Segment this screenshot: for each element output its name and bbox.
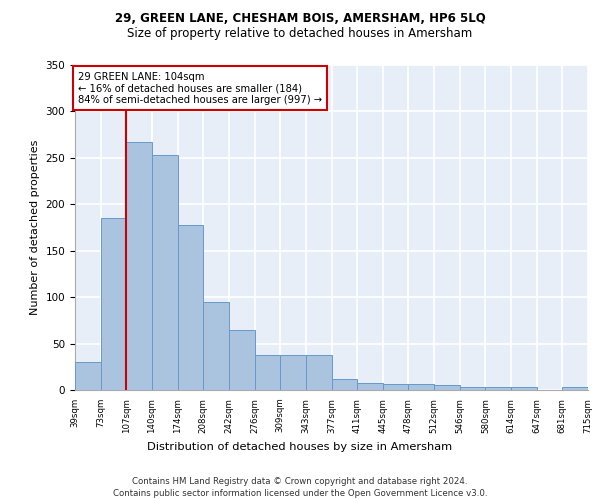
Bar — [331, 379, 357, 390]
Bar — [127, 142, 152, 390]
Bar — [178, 224, 203, 390]
Bar — [75, 362, 101, 390]
Text: Distribution of detached houses by size in Amersham: Distribution of detached houses by size … — [148, 442, 452, 452]
Text: 29, GREEN LANE, CHESHAM BOIS, AMERSHAM, HP6 5LQ: 29, GREEN LANE, CHESHAM BOIS, AMERSHAM, … — [115, 12, 485, 26]
Bar — [101, 218, 127, 390]
Bar — [280, 354, 306, 390]
Bar — [306, 354, 331, 390]
Bar — [254, 354, 280, 390]
Bar — [434, 386, 460, 390]
Bar — [152, 155, 178, 390]
Text: Size of property relative to detached houses in Amersham: Size of property relative to detached ho… — [127, 28, 473, 40]
Bar — [511, 387, 537, 390]
Bar — [203, 302, 229, 390]
Y-axis label: Number of detached properties: Number of detached properties — [30, 140, 40, 315]
Bar — [383, 384, 409, 390]
Text: Contains public sector information licensed under the Open Government Licence v3: Contains public sector information licen… — [113, 489, 487, 498]
Bar — [562, 387, 588, 390]
Bar — [357, 382, 383, 390]
Text: Contains HM Land Registry data © Crown copyright and database right 2024.: Contains HM Land Registry data © Crown c… — [132, 478, 468, 486]
Bar — [485, 387, 511, 390]
Text: 29 GREEN LANE: 104sqm
← 16% of detached houses are smaller (184)
84% of semi-det: 29 GREEN LANE: 104sqm ← 16% of detached … — [77, 72, 322, 104]
Bar — [229, 330, 254, 390]
Bar — [460, 387, 485, 390]
Bar — [409, 384, 434, 390]
